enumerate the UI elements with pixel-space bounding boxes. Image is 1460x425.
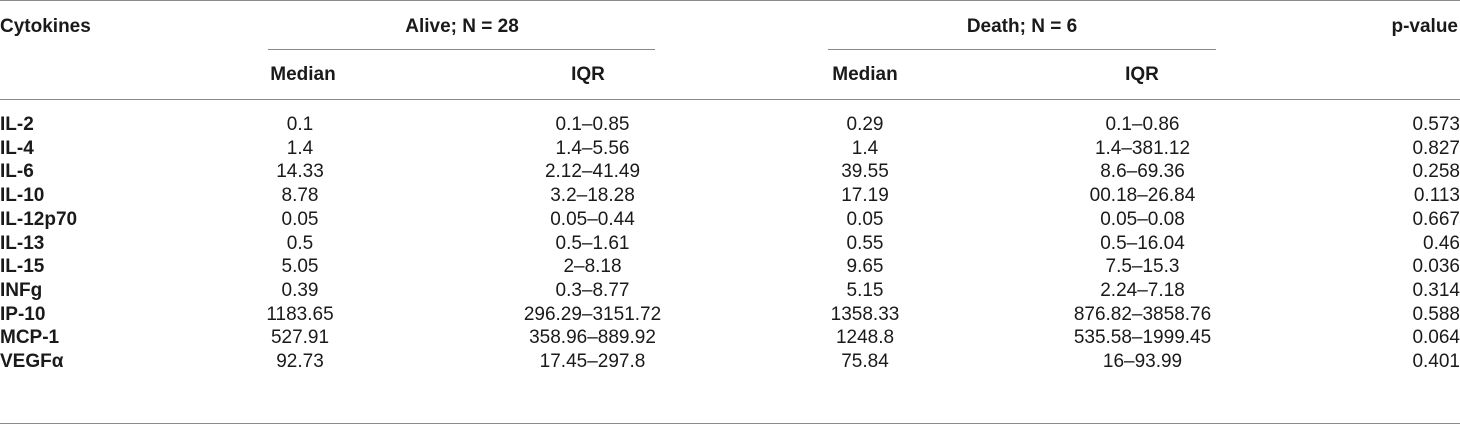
- p-value-cell: 0.036: [1412, 256, 1460, 278]
- table-row: VEGFα 92.73 17.45–297.8 75.84 16–93.99 0.401: [0, 350, 1460, 374]
- alive-median-cell: 0.5: [286, 232, 314, 254]
- table-row: IL-13 0.5 0.5–1.61 0.55 0.5–16.04 0.46: [0, 232, 1460, 256]
- p-value-cell: 0.573: [1412, 114, 1460, 135]
- alive-median-cell: 0.1: [286, 114, 314, 135]
- death-iqr-cell: 00.18–26.84: [1089, 185, 1196, 207]
- alive-iqr-cell: 0.5–1.61: [555, 232, 630, 254]
- alive-group-rule: [268, 49, 655, 50]
- cytokine-name: IL-2: [0, 114, 34, 135]
- alive-iqr-cell: 296.29–3151.72: [523, 303, 662, 325]
- alive-median-cell: 92.73: [276, 351, 324, 373]
- death-median-cell: 1358.33: [830, 303, 900, 325]
- cytokine-name: IL-13: [0, 232, 45, 254]
- table-bottom-rule: [0, 423, 1460, 424]
- death-median-cell: 1248.8: [835, 327, 895, 349]
- cytokine-name: IL-10: [0, 185, 45, 207]
- death-median-cell: 17.19: [841, 185, 889, 207]
- alive-iqr-cell: 2–8.18: [563, 256, 622, 278]
- cytokine-name: IL-4: [0, 137, 34, 159]
- alive-median-cell: 8.78: [281, 185, 319, 207]
- alive-median-cell: 0.39: [281, 279, 319, 301]
- p-value-cell: 0.113: [1413, 185, 1460, 207]
- death-iqr-cell: 535.58–1999.45: [1073, 327, 1212, 349]
- death-median-cell: 75.84: [841, 351, 889, 373]
- p-value-cell: 0.314: [1412, 279, 1460, 301]
- p-value-cell: 0.258: [1412, 161, 1460, 183]
- alive-iqr-cell: 358.96–889.92: [529, 327, 656, 349]
- table-row: IL-2 0.1 0.1–0.85 0.29 0.1–0.86 0.573: [0, 113, 1460, 137]
- death-iqr-cell: 16–93.99: [1102, 351, 1183, 373]
- table-row: IL-4 1.4 1.4–5.56 1.4 1.4–381.12 0.827: [0, 137, 1460, 161]
- header-death-group: Death; N = 6: [966, 16, 1078, 37]
- death-iqr-cell: 1.4–381.12: [1094, 137, 1191, 159]
- p-value-cell: 0.46: [1423, 232, 1460, 254]
- cytokine-name: IP-10: [0, 303, 46, 325]
- alive-median-cell: 0.05: [281, 208, 319, 230]
- death-group-rule: [828, 49, 1216, 50]
- table-row: IL-6 14.33 2.12–41.49 39.55 8.6–69.36 0.258: [0, 160, 1460, 184]
- alive-iqr-cell: 0.1–0.85: [555, 114, 630, 135]
- death-iqr-cell: 2.24–7.18: [1100, 279, 1185, 301]
- death-iqr-cell: 0.5–16.04: [1100, 232, 1185, 254]
- alive-median-cell: 1.4: [286, 137, 314, 159]
- alive-iqr-cell: 3.2–18.28: [550, 185, 635, 207]
- death-iqr-cell: 876.82–3858.76: [1073, 303, 1212, 325]
- alive-iqr-cell: 0.05–0.44: [550, 208, 635, 230]
- header-cytokines: Cytokines: [0, 16, 91, 37]
- table-row: INFg 0.39 0.3–8.77 5.15 2.24–7.18 0.314: [0, 279, 1460, 303]
- alive-iqr-cell: 0.3–8.77: [555, 279, 630, 301]
- p-value-cell: 0.827: [1412, 137, 1460, 159]
- header-bottom-rule: [0, 99, 1460, 100]
- table-body: IL-2 0.1 0.1–0.85 0.29 0.1–0.86 0.573 IL-4 1.4 1…: [0, 113, 1460, 374]
- table-row: IP-10 1183.65 296.29–3151.72 1358.33 876.82–…: [0, 303, 1460, 327]
- cytokine-name: IL-12p70: [0, 208, 78, 230]
- table-top-rule: [0, 0, 1460, 1]
- header-alive-group: Alive; N = 28: [405, 16, 519, 37]
- cytokine-name: VEGFα: [0, 351, 64, 373]
- death-median-cell: 39.55: [841, 161, 889, 183]
- header-p-value: p-value: [1391, 16, 1458, 37]
- alive-median-cell: 1183.65: [266, 303, 334, 325]
- header-death-iqr: IQR: [1125, 64, 1159, 85]
- death-median-cell: 0.29: [846, 114, 884, 135]
- header-alive-iqr: IQR: [571, 64, 605, 85]
- death-iqr-cell: 8.6–69.36: [1100, 161, 1185, 183]
- alive-iqr-cell: 17.45–297.8: [539, 351, 646, 373]
- alive-median-cell: 5.05: [281, 256, 319, 278]
- alive-iqr-cell: 1.4–5.56: [555, 137, 630, 159]
- p-value-cell: 0.064: [1412, 327, 1460, 349]
- death-median-cell: 1.4: [851, 137, 879, 159]
- header-alive-median: Median: [270, 64, 336, 85]
- death-median-cell: 0.05: [846, 208, 884, 230]
- p-value-cell: 0.667: [1412, 208, 1460, 230]
- p-value-cell: 0.588: [1412, 303, 1460, 325]
- table-row: IL-15 5.05 2–8.18 9.65 7.5–15.3 0.036: [0, 255, 1460, 279]
- p-value-cell: 0.401: [1412, 351, 1460, 373]
- table-row: IL-12p70 0.05 0.05–0.44 0.05 0.05–0.08 0.667: [0, 208, 1460, 232]
- alive-median-cell: 527.91: [270, 327, 330, 349]
- death-iqr-cell: 0.1–0.86: [1105, 114, 1180, 135]
- death-iqr-cell: 7.5–15.3: [1105, 256, 1180, 278]
- cytokine-name: IL-15: [0, 256, 45, 278]
- table-row: MCP-1 527.91 358.96–889.92 1248.8 535.58–199…: [0, 326, 1460, 350]
- cytokine-name: INFg: [0, 279, 43, 301]
- cytokine-name: MCP-1: [0, 327, 60, 349]
- death-iqr-cell: 0.05–0.08: [1100, 208, 1185, 230]
- table-row: IL-10 8.78 3.2–18.28 17.19 00.18–26.84 0.113: [0, 184, 1460, 208]
- header-death-median: Median: [832, 64, 898, 85]
- alive-iqr-cell: 2.12–41.49: [544, 161, 641, 183]
- death-median-cell: 9.65: [846, 256, 884, 278]
- death-median-cell: 5.15: [846, 279, 884, 301]
- cytokine-name: IL-6: [0, 161, 34, 183]
- death-median-cell: 0.55: [846, 232, 884, 254]
- alive-median-cell: 14.33: [276, 161, 324, 183]
